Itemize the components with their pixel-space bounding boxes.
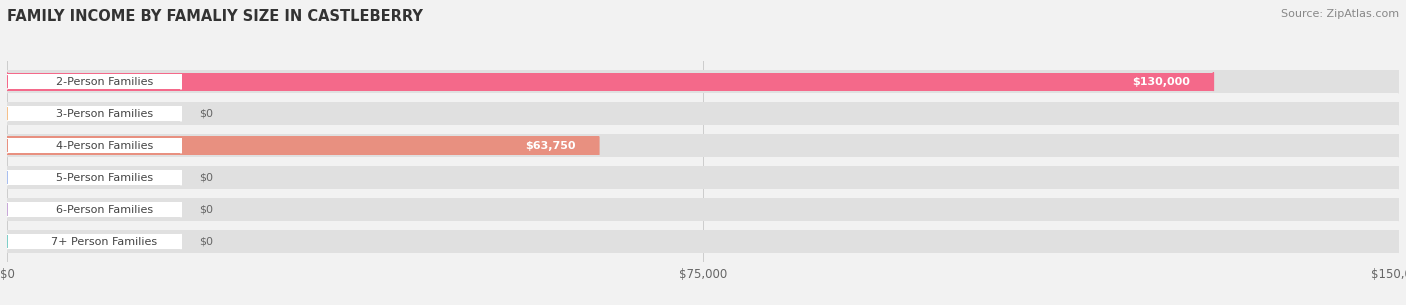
- Bar: [7, 134, 1399, 157]
- Text: $0: $0: [200, 205, 214, 215]
- Bar: [7, 138, 181, 153]
- Text: 5-Person Families: 5-Person Families: [56, 173, 153, 183]
- Text: Source: ZipAtlas.com: Source: ZipAtlas.com: [1281, 9, 1399, 19]
- Text: $0: $0: [200, 173, 214, 183]
- Text: $63,750: $63,750: [524, 141, 575, 151]
- Bar: [7, 106, 181, 121]
- Bar: [7, 136, 599, 155]
- Bar: [7, 102, 1399, 125]
- Bar: [7, 230, 1399, 253]
- Bar: [7, 74, 181, 89]
- Text: 2-Person Families: 2-Person Families: [56, 77, 153, 87]
- Bar: [7, 202, 181, 217]
- Text: 7+ Person Families: 7+ Person Families: [52, 237, 157, 246]
- Bar: [7, 166, 1399, 189]
- Text: $130,000: $130,000: [1132, 77, 1191, 87]
- Bar: [7, 234, 181, 249]
- Bar: [7, 70, 1399, 93]
- Bar: [7, 170, 181, 185]
- Bar: [7, 198, 1399, 221]
- Text: $0: $0: [200, 237, 214, 246]
- Text: 6-Person Families: 6-Person Families: [56, 205, 153, 215]
- Text: 3-Person Families: 3-Person Families: [56, 109, 153, 119]
- Text: $0: $0: [200, 109, 214, 119]
- Bar: [7, 73, 1213, 91]
- Text: FAMILY INCOME BY FAMALIY SIZE IN CASTLEBERRY: FAMILY INCOME BY FAMALIY SIZE IN CASTLEB…: [7, 9, 423, 24]
- Text: 4-Person Families: 4-Person Families: [56, 141, 153, 151]
